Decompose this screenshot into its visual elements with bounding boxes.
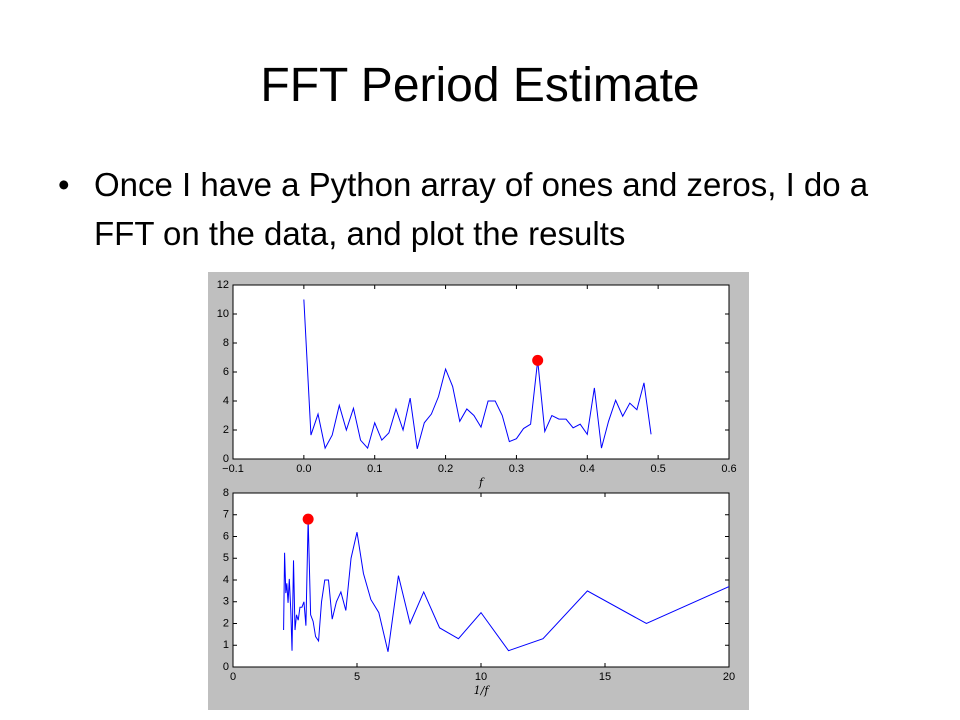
bullet-marker: • bbox=[58, 166, 70, 203]
x-tick-label: 20 bbox=[723, 671, 735, 683]
data-line bbox=[283, 519, 729, 652]
y-tick-label: 12 bbox=[217, 279, 229, 291]
y-tick-label: 10 bbox=[217, 308, 229, 320]
y-tick-label: 6 bbox=[223, 530, 229, 542]
x-tick-label: 0.1 bbox=[367, 463, 382, 475]
plot-area bbox=[232, 492, 730, 668]
x-axis-label: 1/f bbox=[474, 684, 491, 697]
data-line bbox=[303, 299, 652, 450]
x-tick-label: 0.3 bbox=[509, 463, 524, 475]
y-tick-label: 8 bbox=[223, 487, 229, 499]
y-tick-label: 6 bbox=[223, 366, 229, 378]
peak-marker bbox=[302, 513, 314, 525]
y-tick-label: 4 bbox=[223, 395, 229, 407]
plot-area bbox=[232, 284, 730, 460]
x-tick-label: 0 bbox=[230, 671, 236, 683]
bullet-text: Once I have a Python array of ones and z… bbox=[94, 166, 869, 252]
peak-marker bbox=[532, 354, 544, 366]
y-tick-label: 2 bbox=[223, 424, 229, 436]
x-tick-label: 0.5 bbox=[650, 463, 665, 475]
y-tick-label: 4 bbox=[223, 574, 229, 586]
x-tick-label: 0.2 bbox=[438, 463, 453, 475]
x-tick-label: 10 bbox=[475, 671, 487, 683]
y-tick-label: 7 bbox=[223, 509, 229, 521]
x-tick-label: 5 bbox=[354, 671, 360, 683]
y-tick-label: 5 bbox=[223, 552, 229, 564]
y-tick-label: 1 bbox=[223, 639, 229, 651]
slide-title: FFT Period Estimate bbox=[260, 59, 700, 112]
y-tick-label: 0 bbox=[223, 661, 229, 673]
x-tick-label: 0.0 bbox=[296, 463, 311, 475]
x-tick-label: 0.6 bbox=[721, 463, 736, 475]
y-tick-label: 0 bbox=[223, 453, 229, 465]
y-tick-label: 3 bbox=[223, 596, 229, 608]
x-tick-label: 15 bbox=[599, 671, 611, 683]
y-tick-label: 8 bbox=[223, 337, 229, 349]
x-axis-label: f bbox=[478, 476, 485, 489]
y-tick-label: 2 bbox=[223, 617, 229, 629]
x-tick-label: −0.1 bbox=[222, 463, 244, 475]
x-tick-label: 0.4 bbox=[580, 463, 595, 475]
